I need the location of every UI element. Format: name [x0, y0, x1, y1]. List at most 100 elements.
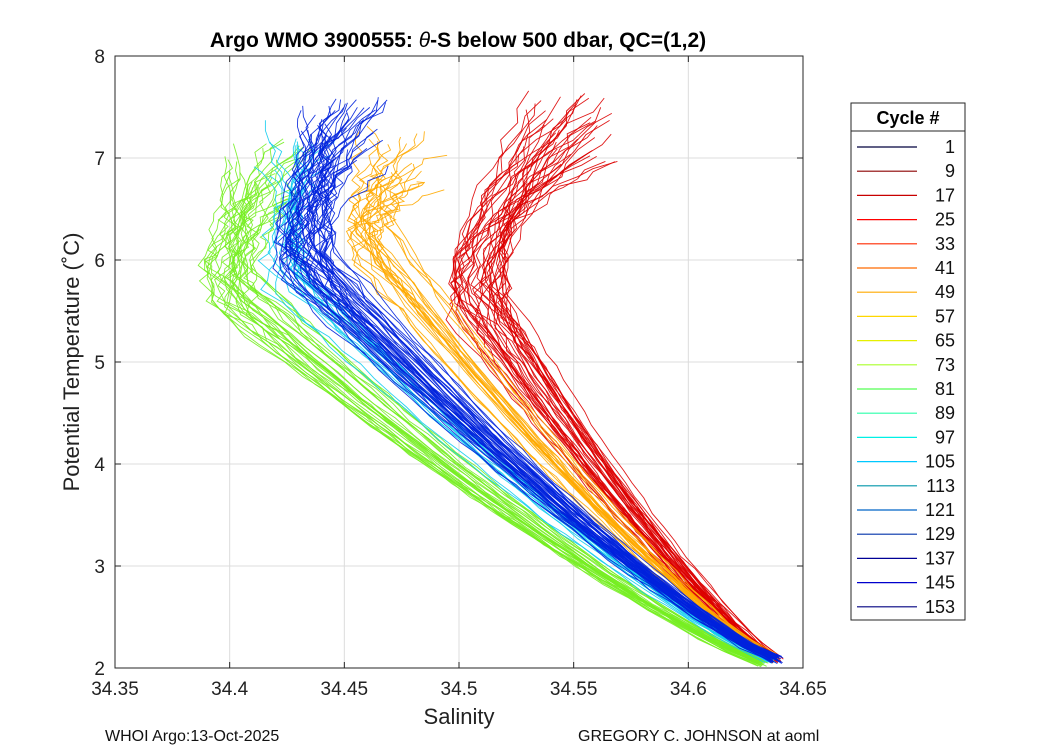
profile-line [286, 110, 774, 663]
profile-line [383, 172, 769, 658]
profile-line [460, 103, 771, 663]
legend-label: 121 [925, 500, 955, 520]
profile-line [466, 125, 773, 661]
profile-line [284, 102, 780, 662]
y-tick-label: 3 [94, 557, 105, 578]
profile-line [293, 148, 774, 663]
legend-label: 9 [945, 161, 955, 181]
profile-line [226, 148, 756, 666]
legend-title: Cycle # [876, 108, 939, 128]
profile-line [368, 138, 774, 662]
legend: Cycle # 1 9 17 25 33 41 49 57 65 73 81 89 97 105 113 12… [850, 102, 966, 621]
legend-label: 153 [925, 597, 955, 617]
profile-line [228, 181, 760, 664]
chart-title: Argo WMO 3900555: θ-S below 500 dbar, QC… [210, 29, 706, 52]
footer-left: WHOI Argo:13-Oct-2025 [105, 728, 279, 745]
x-tick-label: 34.55 [550, 679, 598, 700]
profile-line [459, 155, 782, 663]
profile-line [305, 97, 778, 659]
profile-line [286, 110, 779, 658]
legend-label: 1 [945, 137, 955, 157]
legend-label: 105 [925, 452, 955, 472]
legend-label: 25 [935, 210, 955, 230]
profile-line [295, 130, 780, 658]
profile-line [314, 145, 771, 661]
y-tick-label: 8 [94, 47, 105, 68]
legend-label: 33 [935, 234, 955, 254]
y-tick-label: 5 [94, 353, 105, 374]
profile-line [293, 164, 778, 657]
profile-line [486, 161, 784, 660]
profile-line [449, 119, 773, 663]
profile-line [389, 136, 773, 656]
legend-label: 89 [935, 403, 955, 423]
legend-label: 73 [935, 355, 955, 375]
profile-lines [197, 90, 784, 668]
profile-line [287, 98, 782, 658]
profile-line [277, 99, 773, 659]
legend-label: 97 [935, 427, 955, 447]
profile-line [288, 159, 776, 659]
x-tick-label: 34.4 [211, 679, 248, 700]
x-tick-label: 34.45 [321, 679, 369, 700]
profile-line [448, 97, 772, 662]
legend-label: 113 [926, 476, 955, 496]
profile-line [197, 159, 757, 660]
profile-line [493, 121, 778, 658]
profile-line [320, 119, 773, 659]
footer-right: GREGORY C. JOHNSON at aoml [578, 728, 819, 745]
profile-line [494, 96, 781, 660]
profile-line [369, 189, 771, 660]
profile-line [279, 119, 777, 659]
legend-label: 17 [935, 185, 955, 205]
legend-label: 49 [935, 282, 955, 302]
profile-line [221, 170, 764, 661]
profile-line [217, 177, 761, 666]
profile-line [280, 159, 779, 659]
profile-line [498, 122, 773, 664]
legend-label: 41 [935, 258, 955, 278]
x-axis-label: Salinity [424, 704, 495, 729]
profile-line [210, 173, 766, 660]
y-tick-label: 6 [94, 251, 105, 272]
legend-entries: 1 9 17 25 33 41 49 57 65 73 81 89 97 105 113 121 129 137 1… [857, 137, 955, 617]
profile-line [313, 165, 773, 660]
profile-line [299, 123, 773, 663]
profile-line [500, 109, 781, 660]
legend-label: 81 [935, 379, 955, 399]
y-tick-label: 4 [94, 455, 105, 476]
profile-line [206, 146, 763, 666]
y-axis-label: Potential Temperature (˚C) [59, 233, 84, 492]
profile-line [296, 114, 774, 662]
legend-label: 57 [935, 306, 955, 326]
profile-line [236, 147, 767, 667]
profile-line [320, 134, 780, 663]
profile-line [494, 104, 782, 658]
profile-line [241, 199, 761, 663]
profile-line [260, 154, 774, 663]
y-tick-label: 2 [94, 659, 105, 680]
profile-line [353, 170, 774, 660]
profile-line [464, 118, 772, 662]
legend-label: 65 [935, 331, 955, 351]
x-tick-label: 34.35 [91, 679, 139, 700]
profile-line [474, 110, 771, 659]
profile-line [346, 181, 776, 657]
legend-label: 145 [925, 573, 955, 593]
profile-line [476, 160, 769, 659]
profile-line [308, 112, 783, 664]
x-axis: 34.35 34.4 34.45 34.5 34.55 34.6 34.65 [91, 56, 827, 700]
profile-line [289, 145, 771, 662]
x-tick-label: 34.65 [779, 679, 827, 700]
profile-line [275, 127, 778, 661]
x-tick-label: 34.6 [670, 679, 707, 700]
legend-label: 129 [925, 524, 955, 544]
profile-line [351, 170, 769, 660]
profile-line [360, 133, 771, 661]
profile-line [383, 181, 775, 661]
x-tick-label: 34.5 [441, 679, 478, 700]
profile-line [454, 97, 773, 662]
y-axis: 2 3 4 5 6 7 8 [94, 47, 803, 680]
y-tick-label: 7 [94, 149, 105, 170]
